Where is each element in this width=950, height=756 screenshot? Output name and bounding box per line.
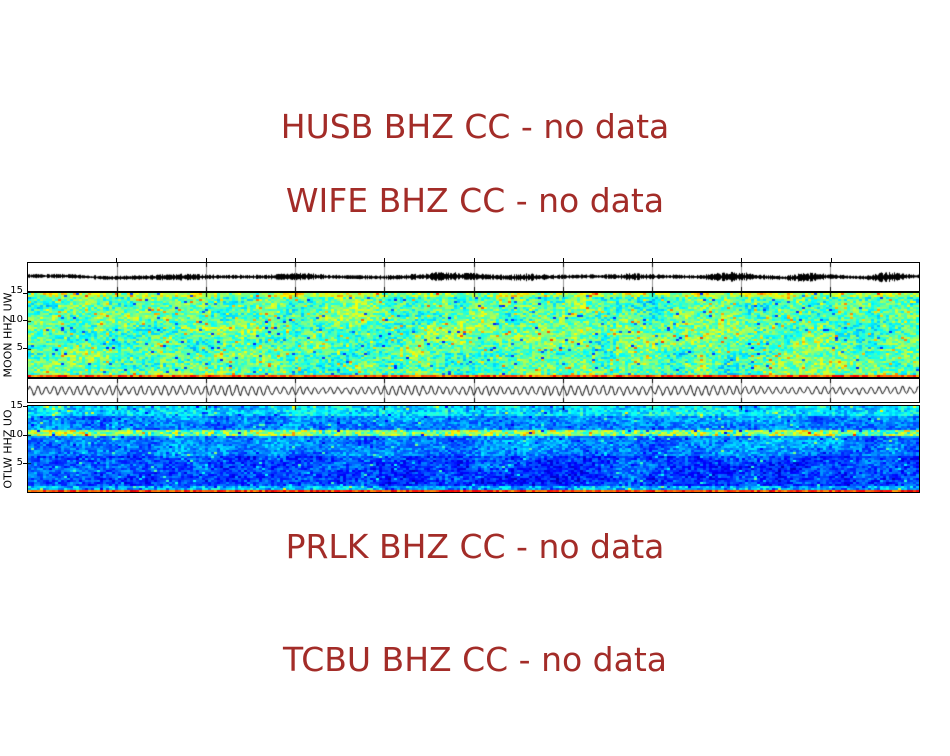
moon-trace-axes bbox=[27, 262, 920, 292]
freq-tick-label: 10 bbox=[10, 314, 23, 325]
time-tick-mark bbox=[384, 258, 385, 262]
otlw-spectrogram-plot bbox=[28, 406, 919, 492]
time-tick-mark bbox=[831, 258, 832, 262]
freq-tick-mark bbox=[23, 406, 27, 407]
station-axis-label-moon: MOON HHZ UW bbox=[1, 292, 15, 378]
otlw-trace-axes bbox=[27, 378, 920, 403]
time-tick-mark bbox=[206, 258, 207, 262]
time-tick-mark bbox=[295, 258, 296, 262]
freq-tick-label: 15 bbox=[10, 285, 23, 296]
otlw-trace-plot bbox=[28, 379, 919, 402]
station-axis-label-otlw: OTLW HHZ UO bbox=[1, 409, 15, 489]
freq-tick-mark bbox=[23, 293, 27, 294]
freq-tick-label: 10 bbox=[10, 429, 23, 440]
freq-tick-label: 5 bbox=[16, 342, 23, 353]
time-tick-mark bbox=[741, 258, 742, 262]
freq-tick-mark bbox=[23, 320, 27, 321]
otlw-spectrogram-axes bbox=[27, 405, 920, 493]
freq-tick-label: 15 bbox=[10, 400, 23, 411]
no-data-title-wife: WIFE BHZ CC - no data bbox=[285, 181, 665, 220]
moon-spectrogram-axes bbox=[27, 292, 920, 378]
time-tick-mark bbox=[652, 258, 653, 262]
time-tick-mark bbox=[474, 258, 475, 262]
freq-tick-mark bbox=[23, 435, 27, 436]
moon-spectrogram-plot bbox=[28, 293, 919, 377]
no-data-title-tcbu: TCBU BHZ CC - no data bbox=[283, 640, 667, 679]
no-data-title-husb: HUSB BHZ CC - no data bbox=[280, 107, 670, 146]
moon-trace-plot bbox=[28, 263, 919, 291]
freq-tick-mark bbox=[23, 463, 27, 464]
time-tick-mark bbox=[563, 258, 564, 262]
freq-tick-mark bbox=[23, 348, 27, 349]
freq-tick-label: 5 bbox=[16, 457, 23, 468]
no-data-title-prlk: PRLK BHZ CC - no data bbox=[285, 527, 665, 566]
time-tick-mark bbox=[116, 258, 117, 262]
